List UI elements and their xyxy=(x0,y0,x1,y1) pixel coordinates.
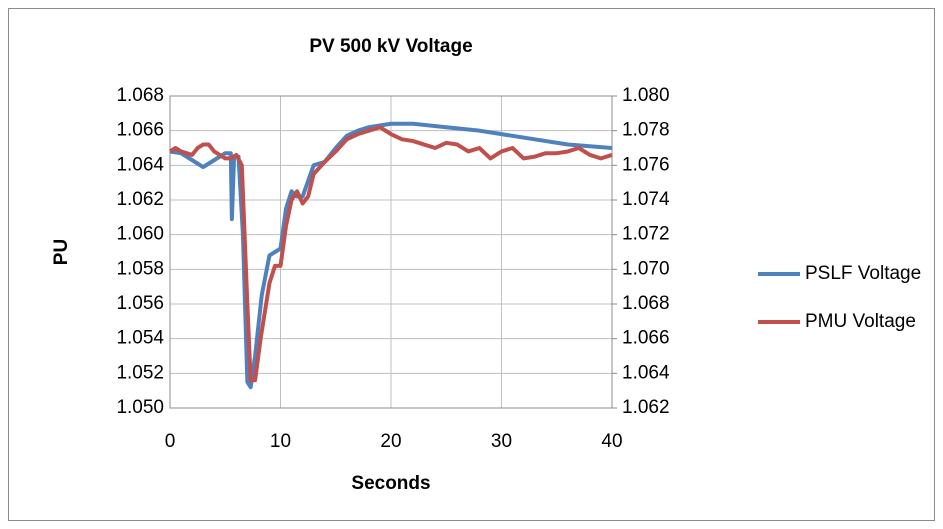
y2-tick-label: 1.064 xyxy=(622,362,670,383)
y2-tick-label: 1.078 xyxy=(622,120,670,141)
y-tick-label: 1.050 xyxy=(116,397,164,418)
y-tick-label: 1.058 xyxy=(116,258,164,279)
y2-tick-label: 1.070 xyxy=(622,258,670,279)
x-tick-label: 10 xyxy=(270,431,291,452)
y2-tick-label: 1.074 xyxy=(622,189,670,210)
plot-frame xyxy=(169,95,613,409)
x-tick-label: 40 xyxy=(601,431,622,452)
x-tick-label: 20 xyxy=(380,431,401,452)
chart-title: PV 500 kV Voltage xyxy=(309,36,472,57)
y2-tick-label: 1.062 xyxy=(622,397,670,418)
y-tick-label: 1.056 xyxy=(116,293,164,314)
y2-tick-label: 1.066 xyxy=(622,328,670,349)
series-line xyxy=(169,121,613,390)
y-tick-label: 1.052 xyxy=(116,362,164,383)
y2-tick-label: 1.072 xyxy=(622,224,670,245)
y-tick-label: 1.064 xyxy=(116,154,164,175)
x-tick-label: 0 xyxy=(165,431,176,452)
y-tick-label: 1.054 xyxy=(116,328,164,349)
y2-tick-label: 1.076 xyxy=(622,154,670,175)
x-axis-title: Seconds xyxy=(351,473,430,494)
y-tick-label: 1.062 xyxy=(116,189,164,210)
y-axis-title: PU xyxy=(51,239,72,265)
y2-tick-label: 1.080 xyxy=(622,85,670,106)
legend-label: PMU Voltage xyxy=(805,311,916,332)
series-line xyxy=(168,125,613,383)
y-tick-label: 1.068 xyxy=(116,85,164,106)
legend-label: PSLF Voltage xyxy=(805,263,921,284)
y-tick-label: 1.060 xyxy=(116,224,164,245)
x-tick-label: 30 xyxy=(491,431,512,452)
y-tick-label: 1.066 xyxy=(116,120,164,141)
y2-tick-label: 1.068 xyxy=(622,293,670,314)
chart-border xyxy=(8,8,935,521)
